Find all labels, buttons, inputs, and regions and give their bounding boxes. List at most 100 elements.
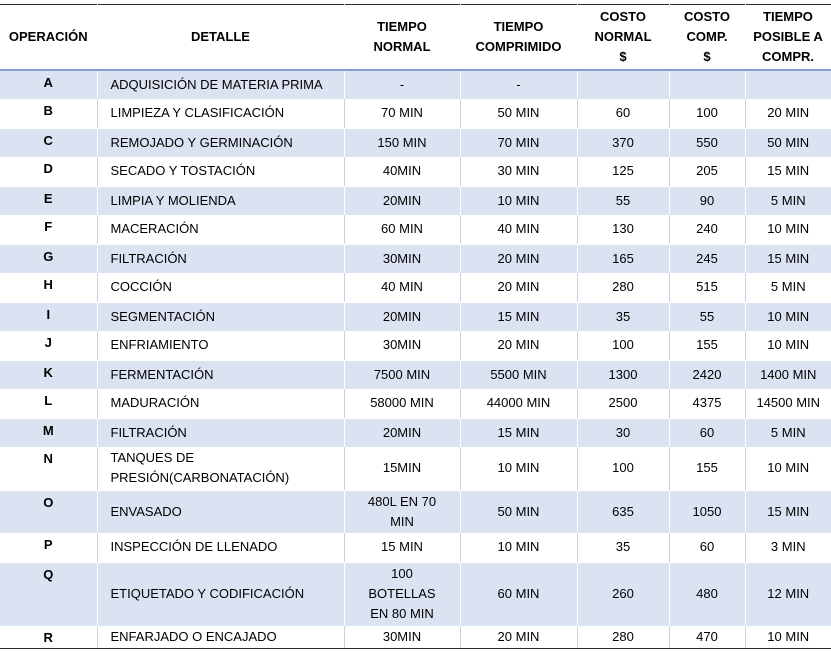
table-row: H COCCIÓN 40 MIN 20 MIN 280 515 5 MIN [0, 273, 831, 303]
compressed-cost-cell: 60 [669, 533, 746, 563]
possible-compression-cell: 5 MIN [745, 273, 831, 303]
normal-time-cell-line: 150 MIN [377, 134, 427, 150]
detail-cell: FILTRACIÓN [97, 244, 345, 273]
detail-cell: SEGMENTACIÓN [97, 302, 345, 331]
normal-time-cell-line: 100 [391, 566, 413, 582]
table-row: Q ETIQUETADO Y CODIFICACIÓN 100 BOTELLAS EN … [0, 562, 831, 626]
header-line: TIEMPO [493, 19, 544, 34]
detail-cell-line: PRESIÓN(CARBONATACIÓN) [110, 470, 290, 486]
detail-cell-line: LIMPIA Y MOLIENDA [110, 192, 236, 208]
operation-code-cell: B [0, 99, 98, 129]
detail-cell: INSPECCIÓN DE LLENADO [97, 533, 345, 563]
detail-cell-line: MADURACIÓN [110, 395, 200, 411]
header-line: DETALLE [191, 29, 250, 44]
table-row: D SECADO Y TOSTACIÓN 40MIN 30 MIN 125 205 15 M… [0, 157, 831, 187]
normal-time-cell: 30MIN [344, 244, 461, 273]
detail-cell: ETIQUETADO Y CODIFICACIÓN [97, 562, 345, 626]
detail-cell-line: ENFRIAMIENTO [110, 337, 209, 353]
possible-compression-cell: 10 MIN [745, 626, 831, 649]
table-row: K FERMENTACIÓN 7500 MIN 5500 MIN 1300 2420 140… [0, 360, 831, 389]
compressed-time-cell: 30 MIN [460, 157, 578, 187]
possible-compression-cell: 20 MIN [745, 99, 831, 129]
detail-cell: FILTRACIÓN [97, 418, 345, 447]
column-header-tiempo-normal: TIEMPO NORMAL [344, 4, 461, 71]
detail-cell-line: REMOJADO Y GERMINACIÓN [110, 134, 293, 150]
normal-time-cell: 7500 MIN [344, 360, 461, 389]
operation-code-cell: L [0, 389, 98, 419]
normal-cost-cell: 30 [577, 418, 670, 447]
normal-time-cell: 480L EN 70 MIN [344, 490, 461, 533]
column-header-detalle: DETALLE [97, 4, 345, 71]
header-line: $ [703, 49, 711, 64]
compressed-cost-cell: 470 [669, 626, 746, 649]
header-line: NORMAL [594, 29, 652, 44]
normal-cost-cell: 370 [577, 128, 670, 157]
normal-time-cell: - [344, 70, 461, 99]
compressed-cost-cell: 1050 [669, 490, 746, 533]
normal-cost-cell: 280 [577, 626, 670, 649]
normal-time-cell-line: 480L EN 70 [367, 493, 437, 509]
normal-time-cell: 15 MIN [344, 533, 461, 563]
header-line: COMP. [686, 29, 728, 44]
header-line: POSIBLE A [753, 29, 823, 44]
detail-cell: FERMENTACIÓN [97, 360, 345, 389]
normal-cost-cell [577, 70, 670, 99]
operation-code-cell: I [0, 302, 98, 331]
column-header-operacion: OPERACIÓN [0, 4, 98, 71]
normal-time-cell: 58000 MIN [344, 389, 461, 419]
operation-code-cell: M [0, 418, 98, 447]
operations-table: OPERACIÓN DETALLE TIEMPO NORMAL TIEMPO COMPRI… [0, 4, 831, 649]
compressed-cost-cell: 90 [669, 186, 746, 215]
normal-time-cell: 60 MIN [344, 215, 461, 245]
detail-cell: MACERACIÓN [97, 215, 345, 245]
detail-cell: COCCIÓN [97, 273, 345, 303]
possible-compression-cell: 10 MIN [745, 331, 831, 361]
header-line: NORMAL [373, 39, 431, 54]
compressed-time-cell: 20 MIN [460, 331, 578, 361]
compressed-cost-cell: 60 [669, 418, 746, 447]
detail-cell-line: ENVASADO [110, 503, 182, 519]
detail-cell-line: TANQUES DE [110, 450, 195, 466]
header-line: COSTO [600, 9, 646, 24]
detail-cell: MADURACIÓN [97, 389, 345, 419]
possible-compression-cell: 12 MIN [745, 562, 831, 626]
compressed-cost-cell: 2420 [669, 360, 746, 389]
normal-cost-cell: 130 [577, 215, 670, 245]
possible-compression-cell: 1400 MIN [745, 360, 831, 389]
normal-time-cell: 20MIN [344, 186, 461, 215]
normal-time-cell-line: 40 MIN [381, 279, 423, 295]
detail-cell-line: MACERACIÓN [110, 221, 199, 237]
possible-compression-cell: 15 MIN [745, 490, 831, 533]
operation-code-cell: J [0, 331, 98, 361]
possible-compression-cell [745, 70, 831, 99]
compressed-time-cell: 70 MIN [460, 128, 578, 157]
possible-compression-cell: 3 MIN [745, 533, 831, 563]
normal-time-cell: 20MIN [344, 418, 461, 447]
detail-cell: LIMPIEZA Y CLASIFICACIÓN [97, 99, 345, 129]
detail-cell: SECADO Y TOSTACIÓN [97, 157, 345, 187]
header-line: TIEMPO [763, 9, 813, 24]
normal-time-cell-line: 7500 MIN [373, 366, 431, 382]
compressed-cost-cell: 155 [669, 447, 746, 491]
detail-cell-line: FERMENTACIÓN [110, 366, 214, 382]
detail-cell-line: FILTRACIÓN [110, 424, 187, 440]
compressed-time-cell: 15 MIN [460, 418, 578, 447]
table-row: B LIMPIEZA Y CLASIFICACIÓN 70 MIN 50 MIN 60 1… [0, 99, 831, 129]
possible-compression-cell: 14500 MIN [745, 389, 831, 419]
compressed-cost-cell: 245 [669, 244, 746, 273]
compressed-time-cell: 40 MIN [460, 215, 578, 245]
detail-cell-line: SECADO Y TOSTACIÓN [110, 163, 256, 179]
normal-time-cell: 30MIN [344, 331, 461, 361]
possible-compression-cell: 5 MIN [745, 186, 831, 215]
column-header-tiempo-comprimido: TIEMPO COMPRIMIDO [460, 4, 578, 71]
detail-cell: TANQUES DE PRESIÓN(CARBONATACIÓN) [97, 447, 345, 491]
operation-code-cell: C [0, 128, 98, 157]
normal-time-cell: 70 MIN [344, 99, 461, 129]
detail-cell: ADQUISICIÓN DE MATERIA PRIMA [97, 70, 345, 99]
normal-time-cell-line: 30MIN [382, 629, 422, 644]
normal-time-cell: 40MIN [344, 157, 461, 187]
detail-cell-line: INSPECCIÓN DE LLENADO [110, 539, 278, 555]
compressed-time-cell: 10 MIN [460, 447, 578, 491]
normal-cost-cell: 35 [577, 533, 670, 563]
table-row: C REMOJADO Y GERMINACIÓN 150 MIN 70 MIN 370 5… [0, 128, 831, 157]
